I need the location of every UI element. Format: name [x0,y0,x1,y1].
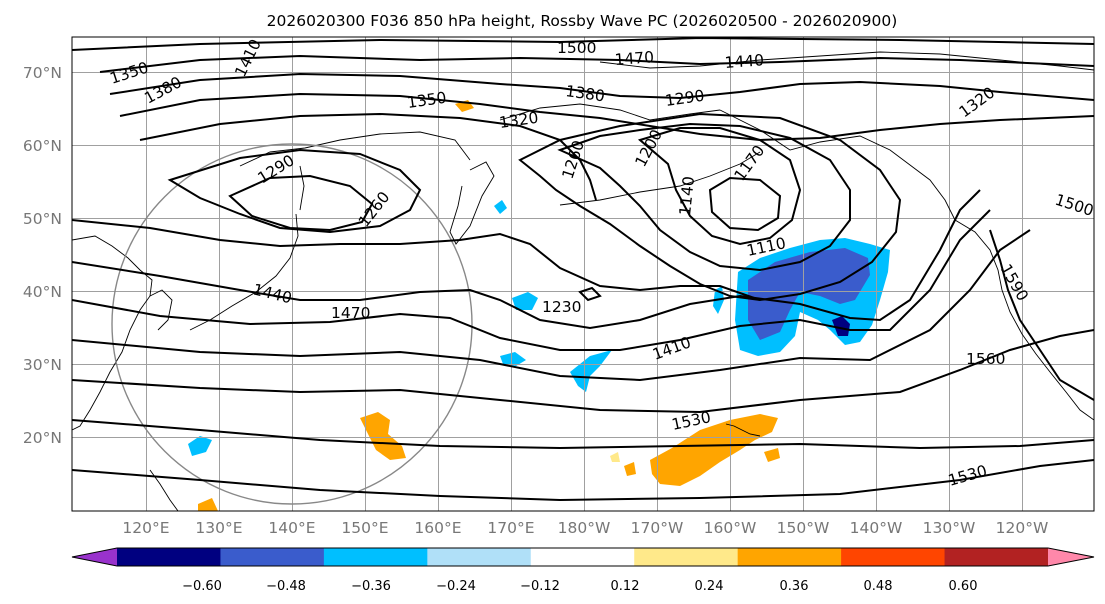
coast-japan [189,213,299,331]
positive-anomaly-small-4 [610,452,620,462]
height-contours [72,37,1094,502]
strong-negative-anomaly [748,248,870,340]
longitude-labels: 120°E 130°E 140°E 150°E 160°E 170°E 180°… [122,519,1048,537]
colorbar-tick-labels: −0.60 −0.48 −0.36 −0.24 −0.12 0.12 0.24 … [182,579,977,594]
strongest-negative-anomaly [832,316,850,336]
contour-label: 1320 [498,109,540,132]
colorbar-tick-label: −0.24 [436,579,476,594]
lat-label: 40°N [23,283,62,301]
positive-anomaly-small-5 [764,448,780,462]
colorbar-segment [737,548,842,566]
colorbar-segment [530,548,635,566]
lat-label: 50°N [23,210,62,228]
reference-circle [111,143,473,505]
coastlines [72,51,1094,511]
colorbar-tick-label: −0.36 [351,579,391,594]
lon-label: 170°E [487,519,534,537]
negative-anomaly-small-4 [188,436,212,456]
colorbar-tick-label: 0.36 [780,579,809,594]
contour-label: 1230 [542,298,581,316]
positive-anomaly-small-2 [624,462,636,476]
colorbar-tick-label: 0.48 [864,579,893,594]
coast-kamchatka [449,161,495,245]
coast-korea [149,289,173,331]
coast-bering [499,103,721,121]
coast-aleutians [559,151,761,206]
negative-anomaly-small-5 [494,200,507,214]
colorbar-tick-label: −0.48 [266,579,306,594]
negative-anomaly-small-2 [570,350,612,392]
colorbar-tick-label: 0.12 [611,579,640,594]
colorbar-tick-label: 0.60 [949,579,978,594]
lon-label: 160°E [414,519,461,537]
lon-label: 170°W [631,519,684,537]
colorbar: −0.60 −0.48 −0.36 −0.24 −0.12 0.12 0.24 … [71,547,1095,594]
colorbar-tick-label: −0.12 [520,579,560,594]
coast-na-west [954,219,1094,421]
lon-label: 150°W [777,519,830,537]
lon-label: 130°W [923,519,976,537]
lon-label: 180°W [558,519,611,537]
contour-label: 1440 [724,51,765,72]
lon-label: 140°E [268,519,315,537]
colorbar-segment [427,548,532,566]
colorbar-segment [117,548,221,566]
lat-label: 20°N [23,429,62,447]
contour-label: 1470 [331,304,370,322]
colorbar-segment [323,548,428,566]
negative-anomaly-small-3 [500,352,526,366]
lon-label: 120°W [996,519,1049,537]
contour-label: 1290 [664,87,706,110]
colorbar-segment [634,548,739,566]
coast-hawaii [725,423,761,437]
positive-anomaly-small-3 [198,498,218,511]
lon-label: 160°W [704,519,757,537]
contour-label: 1560 [966,350,1005,368]
lat-label: 60°N [23,137,62,155]
contour-label: 1350 [406,89,448,112]
coast-okhotsk [239,131,471,167]
lat-label: 30°N [23,356,62,374]
contour-label: 1470 [614,48,655,69]
lon-label: 150°E [341,519,388,537]
lon-label: 130°E [195,519,242,537]
negative-anomaly-small-1 [512,292,538,310]
contour-label: 1380 [564,82,606,105]
latitude-labels: 70°N 60°N 50°N 40°N 30°N 20°N [23,64,62,447]
colorbar-segment [841,548,946,566]
colorbar-segment [944,548,1049,566]
coast-sakhalin [299,165,305,211]
map-panel [71,36,1095,512]
lon-label: 140°W [850,519,903,537]
colorbar-outline [71,547,1095,567]
colorbar-extend-low [72,548,117,566]
lon-label: 120°E [122,519,169,537]
map-title: 2026020300 F036 850 hPa height, Rossby W… [267,12,898,30]
anomaly-shading [188,100,890,511]
contour-label: 1140 [676,175,698,216]
contour-label: 1500 [557,39,596,57]
colorbar-tick-label: 0.24 [695,579,724,594]
positive-anomaly-west [360,412,406,460]
colorbar-extend-high [1048,548,1094,566]
colorbar-tick-label: −0.60 [182,579,222,594]
colorbar-segment [220,548,325,566]
map-frame [71,36,1095,512]
lat-label: 70°N [23,64,62,82]
coast-asia [72,235,153,431]
